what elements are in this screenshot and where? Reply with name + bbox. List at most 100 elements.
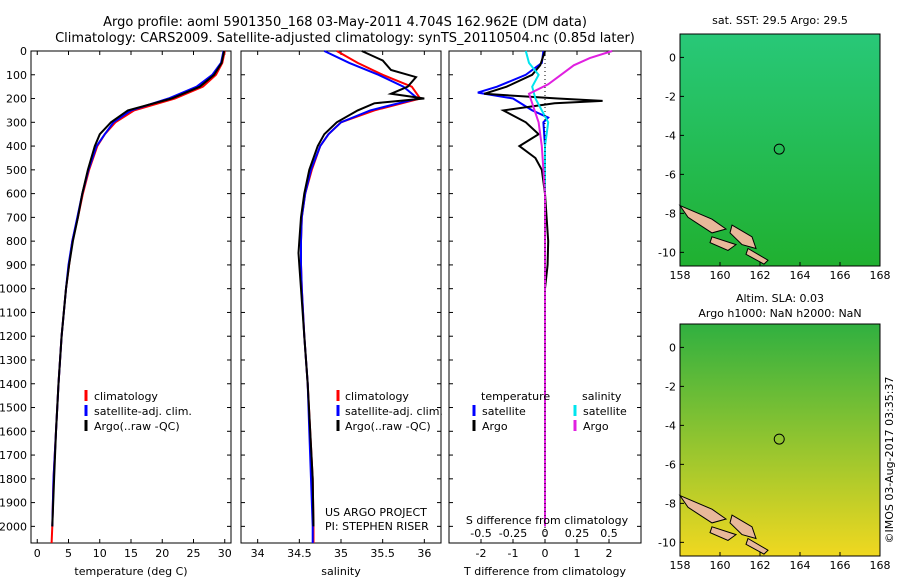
- x-tick-label: 160: [710, 559, 731, 572]
- top-axis-label: S difference from climatology: [466, 514, 629, 527]
- x-tick-label: 158: [670, 559, 691, 572]
- land-island: [678, 204, 728, 234]
- annotation-pi: PI: STEPHEN RISER: [325, 520, 429, 533]
- top-tick-label: 0.5: [600, 527, 618, 540]
- y-tick-label: -2: [665, 380, 676, 393]
- x-tick-label: 168: [870, 559, 891, 572]
- series-line: [51, 50, 226, 527]
- y-tick-label: 1400: [0, 378, 27, 391]
- y-tick-label: 1900: [0, 497, 27, 510]
- x-tick-label: 1: [574, 547, 581, 560]
- top-tick-label: -0.25: [499, 527, 527, 540]
- legend-label: satellite-adj. clim.: [345, 405, 443, 418]
- y-tick-label: 1700: [0, 449, 27, 462]
- salinity-panel: 34 34.5 35 35.5 36 salinity climatology satelli…: [240, 50, 443, 578]
- y-tick-label: -10: [658, 246, 676, 259]
- series-line: [527, 50, 613, 527]
- y-tick-label: -8: [665, 497, 676, 510]
- x-tick-label: 160: [710, 269, 731, 282]
- x-tick-label: 166: [830, 269, 851, 282]
- y-tick-label: -8: [665, 207, 676, 220]
- y-tick-label: 1000: [0, 283, 27, 296]
- y-tick-label: 700: [6, 211, 27, 224]
- y-tick-label: 0: [669, 341, 676, 354]
- x-tick-label: -2: [476, 547, 487, 560]
- legend-label: Argo: [583, 420, 609, 433]
- y-tick-label: 800: [6, 235, 27, 248]
- map-title: sat. SST: 29.5 Argo: 29.5: [712, 14, 848, 27]
- y-tick-label: -6: [665, 458, 676, 471]
- y-tick-label: 600: [6, 188, 27, 201]
- map-frame: [679, 33, 881, 267]
- profile-location-marker: [773, 143, 785, 155]
- legend-label: Argo(..raw -QC): [345, 420, 431, 433]
- land-island: [678, 494, 728, 524]
- plot-frame: [30, 50, 232, 544]
- y-tick-label: 300: [6, 116, 27, 129]
- legend-label: satellite: [583, 405, 627, 418]
- top-tick-label: -0.5: [470, 527, 491, 540]
- profile-location-marker: [773, 433, 785, 445]
- map-frame: [679, 323, 881, 557]
- y-tick-label: -6: [665, 168, 676, 181]
- x-tick-label: 35.5: [370, 547, 395, 560]
- map-subtitle: Argo h1000: NaN h2000: NaN: [698, 307, 861, 320]
- x-tick-label: 158: [670, 269, 691, 282]
- y-tick-label: 100: [6, 69, 27, 82]
- x-tick-label: 162: [750, 269, 771, 282]
- y-tick-label: 500: [6, 164, 27, 177]
- temperature-panel: 0 5 10 15 20 25 300100200300400500600700800900…: [0, 45, 232, 578]
- y-tick-label: -4: [665, 129, 676, 142]
- land-island: [709, 526, 738, 541]
- x-tick-label: 35: [334, 547, 348, 560]
- legend-label: satellite-adj. clim.: [94, 405, 192, 418]
- y-tick-label: -2: [665, 90, 676, 103]
- y-tick-label: 1100: [0, 306, 27, 319]
- y-tick-label: 200: [6, 93, 27, 106]
- x-tick-label: -1: [508, 547, 519, 560]
- x-tick-label: 25: [187, 547, 201, 560]
- x-tick-label: 164: [790, 269, 811, 282]
- x-tick-label: 10: [93, 547, 107, 560]
- x-tick-label: 34.5: [287, 547, 312, 560]
- series-line: [297, 50, 425, 527]
- x-tick-label: 34: [251, 547, 265, 560]
- x-tick-label: 20: [155, 547, 169, 560]
- x-tick-label: 168: [870, 269, 891, 282]
- sla-map-panel: 158 160 162 164 166 168 0 -2 -4 -6 -8 -10 Altim. SLA…: [658, 292, 890, 572]
- legend-heading-temperature: temperature: [481, 390, 550, 403]
- plot-frame: [240, 50, 442, 544]
- sst-map-panel: 158 160 162 164 166 168 0 -2 -4 -6 -8 -10 sat. SST: …: [658, 14, 890, 282]
- legend-label: satellite: [482, 405, 526, 418]
- x-tick-label: 5: [65, 547, 72, 560]
- legend-label: climatology: [345, 390, 409, 403]
- header-line1: Argo profile: aoml 5901350_168 03-May-20…: [103, 15, 587, 30]
- y-tick-label: 0: [20, 45, 27, 58]
- x-tick-label: 2: [606, 547, 613, 560]
- y-tick-label: 2000: [0, 520, 27, 533]
- top-tick-label: 0.25: [565, 527, 590, 540]
- x-axis-label: T difference from climatology: [463, 565, 626, 578]
- x-tick-label: 164: [790, 559, 811, 572]
- y-tick-label: 1800: [0, 473, 27, 486]
- header-line2: Climatology: CARS2009. Satellite-adjuste…: [55, 31, 635, 46]
- x-tick-label: 0: [542, 547, 549, 560]
- land-island: [709, 236, 738, 251]
- annotation-project: US ARGO PROJECT: [325, 506, 427, 519]
- y-tick-label: 1300: [0, 354, 27, 367]
- legend-label: climatology: [94, 390, 158, 403]
- x-tick-label: 30: [218, 547, 232, 560]
- y-tick-label: 900: [6, 259, 27, 272]
- map-title: Altim. SLA: 0.03: [736, 292, 824, 305]
- difference-panel: -2 -1 0 1 2 T difference from climatology -0.5…: [448, 50, 642, 578]
- y-tick-label: 0: [669, 51, 676, 64]
- legend-heading-salinity: salinity: [582, 390, 622, 403]
- y-tick-label: 1500: [0, 402, 27, 415]
- land-island: [729, 514, 757, 540]
- y-tick-label: 1200: [0, 330, 27, 343]
- x-axis-label: temperature (deg C): [74, 565, 187, 578]
- legend-label: Argo(..raw -QC): [94, 420, 180, 433]
- x-tick-label: 166: [830, 559, 851, 572]
- legend-label: Argo: [482, 420, 508, 433]
